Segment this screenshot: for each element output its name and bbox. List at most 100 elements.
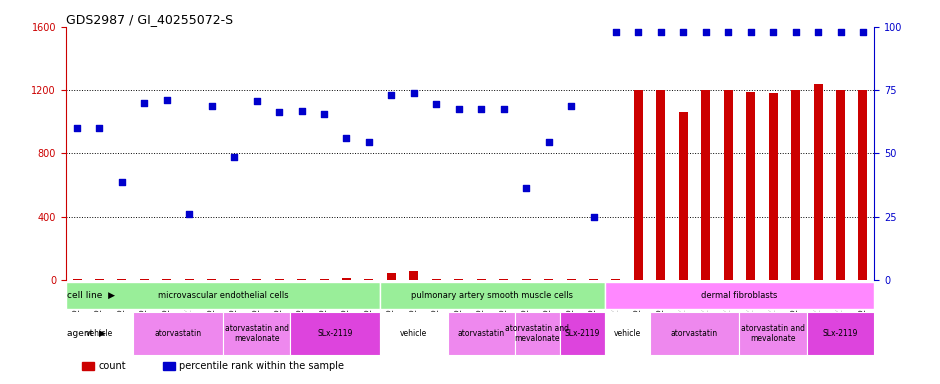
FancyBboxPatch shape xyxy=(515,312,560,355)
Bar xyxy=(746,92,755,280)
Point xyxy=(496,106,511,112)
Point xyxy=(766,28,781,35)
Bar xyxy=(724,90,733,280)
Point xyxy=(361,139,376,146)
Text: SLx-2119: SLx-2119 xyxy=(318,329,352,338)
Point xyxy=(137,100,152,106)
Point xyxy=(698,28,713,35)
FancyBboxPatch shape xyxy=(223,312,290,355)
Bar xyxy=(431,279,441,280)
Point xyxy=(833,28,848,35)
Text: atorvastatin: atorvastatin xyxy=(458,329,505,338)
Bar xyxy=(95,279,104,280)
FancyBboxPatch shape xyxy=(66,281,380,309)
Point xyxy=(70,125,85,131)
Bar xyxy=(769,93,777,280)
Text: SLx-2119: SLx-2119 xyxy=(822,329,858,338)
Bar xyxy=(387,273,396,280)
Text: pulmonary artery smooth muscle cells: pulmonary artery smooth muscle cells xyxy=(412,291,573,300)
Point xyxy=(249,98,264,104)
Point xyxy=(608,28,623,35)
Text: vehicle: vehicle xyxy=(400,329,428,338)
Point xyxy=(586,214,601,220)
Point xyxy=(451,106,466,112)
Point xyxy=(181,210,196,217)
Point xyxy=(160,97,175,103)
Point xyxy=(272,109,287,116)
Bar xyxy=(72,279,82,280)
FancyBboxPatch shape xyxy=(447,312,515,355)
Bar xyxy=(342,278,351,280)
FancyBboxPatch shape xyxy=(380,312,447,355)
Bar xyxy=(410,271,418,280)
Text: vehicle: vehicle xyxy=(86,329,113,338)
Bar xyxy=(656,90,666,280)
Point xyxy=(294,108,309,114)
FancyBboxPatch shape xyxy=(133,312,223,355)
Bar xyxy=(274,279,284,280)
Point xyxy=(92,125,107,131)
Text: atorvastatin and
mevalonate: atorvastatin and mevalonate xyxy=(741,324,806,343)
Bar xyxy=(297,279,306,280)
Bar xyxy=(140,279,149,280)
Point xyxy=(115,179,130,185)
Bar xyxy=(589,279,598,280)
Bar xyxy=(118,279,126,280)
Point xyxy=(384,92,399,98)
Bar xyxy=(791,90,800,280)
FancyBboxPatch shape xyxy=(740,312,807,355)
Point xyxy=(406,90,421,96)
Bar xyxy=(320,279,329,280)
Point xyxy=(339,134,354,141)
Bar xyxy=(365,278,373,280)
Text: GDS2987 / GI_40255072-S: GDS2987 / GI_40255072-S xyxy=(66,13,233,26)
Point xyxy=(474,106,489,112)
Point xyxy=(676,28,691,35)
Text: atorvastatin and
mevalonate: atorvastatin and mevalonate xyxy=(225,324,289,343)
FancyBboxPatch shape xyxy=(807,312,874,355)
Bar xyxy=(229,279,239,280)
Point xyxy=(204,103,219,109)
Point xyxy=(721,28,736,35)
Bar xyxy=(163,362,175,370)
Bar xyxy=(499,279,509,280)
FancyBboxPatch shape xyxy=(380,281,604,309)
Point xyxy=(541,139,556,146)
Point xyxy=(519,185,534,191)
Bar xyxy=(836,90,845,280)
Bar xyxy=(163,278,171,280)
Bar xyxy=(185,279,194,280)
Text: percentile rank within the sample: percentile rank within the sample xyxy=(179,361,344,371)
Point xyxy=(429,101,444,108)
Bar xyxy=(612,279,620,280)
FancyBboxPatch shape xyxy=(560,312,604,355)
Point xyxy=(855,28,870,35)
Text: microvascular endothelial cells: microvascular endothelial cells xyxy=(158,291,289,300)
Bar xyxy=(544,279,553,280)
FancyBboxPatch shape xyxy=(290,312,380,355)
Bar xyxy=(679,113,688,280)
Bar xyxy=(701,90,711,280)
Text: SLx-2119: SLx-2119 xyxy=(565,329,600,338)
Bar xyxy=(252,279,261,280)
Point xyxy=(317,111,332,117)
Bar xyxy=(634,90,643,280)
Text: atorvastatin: atorvastatin xyxy=(671,329,718,338)
Point xyxy=(631,28,646,35)
Text: agent  ▶: agent ▶ xyxy=(67,329,106,338)
Bar xyxy=(207,278,216,280)
Point xyxy=(653,28,668,35)
Bar xyxy=(522,279,530,280)
Text: atorvastatin: atorvastatin xyxy=(154,329,202,338)
Bar xyxy=(82,362,94,370)
FancyBboxPatch shape xyxy=(604,312,650,355)
Point xyxy=(788,28,803,35)
FancyBboxPatch shape xyxy=(650,312,740,355)
Bar xyxy=(858,90,868,280)
Text: cell line  ▶: cell line ▶ xyxy=(67,291,115,300)
Text: count: count xyxy=(98,361,126,371)
Bar xyxy=(477,279,486,280)
Point xyxy=(227,154,242,160)
Point xyxy=(564,103,579,109)
Point xyxy=(810,28,825,35)
